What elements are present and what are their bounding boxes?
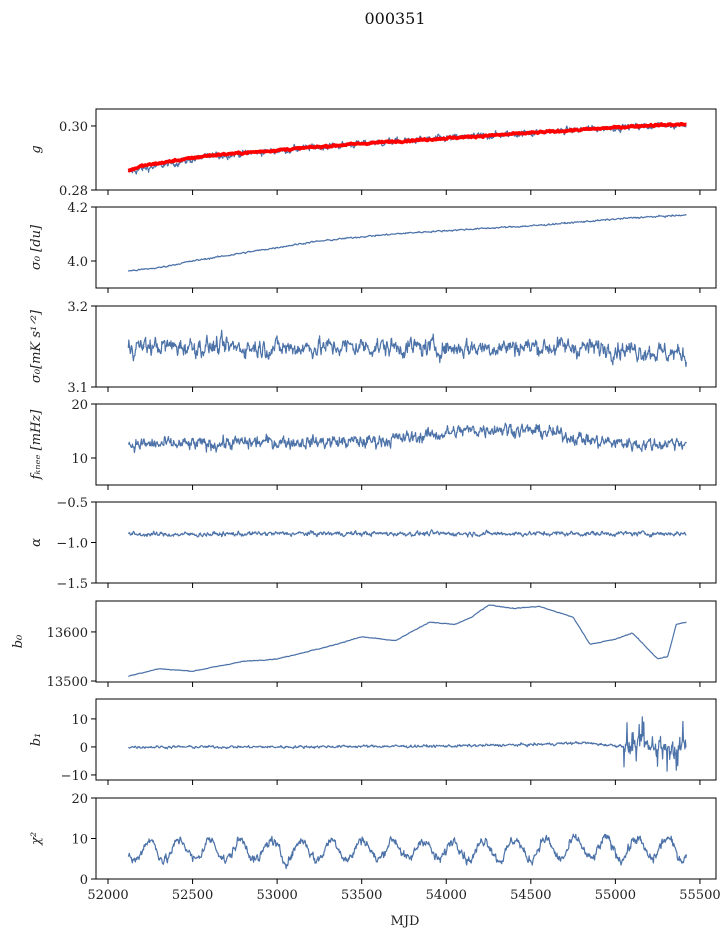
- y-tick-label: 20: [71, 792, 88, 807]
- panel-6: 13500 13600 b₀: [11, 600, 717, 690]
- y-axis-label: σ₀[mK s¹ᐟ²]: [29, 309, 44, 383]
- series-group: [127, 329, 687, 368]
- y-tick-label: 4.0: [67, 255, 88, 270]
- y-tick-label: 3.1: [67, 381, 88, 396]
- series-group: [127, 833, 687, 870]
- x-tick-label: 54000: [426, 888, 467, 903]
- series-group: [127, 121, 688, 175]
- y-tick-label: 10: [71, 713, 88, 728]
- data-line: [127, 422, 687, 454]
- data-line: [127, 121, 687, 175]
- x-tick-label: 52500: [172, 888, 213, 903]
- chart-title: 000351: [364, 9, 425, 28]
- y-tick-label: 10: [71, 833, 88, 848]
- data-line: [128, 604, 687, 677]
- fit-line: [127, 121, 688, 173]
- y-tick-label: −1.5: [56, 577, 88, 592]
- y-tick-label: 0: [80, 741, 88, 756]
- y-axis-label: g: [29, 145, 44, 153]
- y-tick-label: 3.2: [67, 300, 88, 315]
- y-tick-label: −0.5: [56, 496, 88, 511]
- panel-4: 10 20 fₖₙₑₑ [mHz]: [29, 398, 717, 490]
- y-tick-label: 13500: [47, 675, 88, 690]
- axes-frame: [95, 501, 717, 584]
- y-tick-label: 10: [71, 452, 88, 467]
- y-tick-label: −1.0: [56, 537, 88, 552]
- y-axis-label: b₀: [11, 634, 26, 648]
- data-line: [128, 529, 687, 538]
- x-axis-label: MJD: [391, 914, 420, 929]
- y-tick-label: 13600: [47, 626, 88, 641]
- y-axis-label: α: [29, 538, 44, 547]
- y-tick-label: 4.2: [67, 201, 88, 216]
- series-group: [127, 422, 687, 454]
- y-axis-label: σ₀ [du]: [29, 224, 44, 270]
- series-group: [128, 716, 687, 772]
- panel-5: −1.5 −1.0 −0.5 α: [29, 496, 717, 592]
- panel-3: 3.1 3.2 σ₀[mK s¹ᐟ²]: [29, 300, 717, 396]
- panel-1: 0.28 0.30 g: [29, 108, 717, 199]
- y-tick-label: 0.28: [59, 184, 88, 199]
- y-axis-label: χ²: [29, 832, 44, 846]
- x-tick-label: 54500: [510, 888, 551, 903]
- series-group: [127, 214, 687, 272]
- y-tick-label: −10: [61, 769, 88, 784]
- y-tick-label: 0: [80, 873, 88, 888]
- axes-frame: [95, 600, 717, 683]
- x-tick-label: 53500: [341, 888, 382, 903]
- series-group: [128, 529, 687, 538]
- x-tick-label: 53000: [256, 888, 297, 903]
- panel-7: −10 0 10 b₁: [29, 698, 717, 785]
- series-group: [128, 604, 687, 677]
- axes-frame: [95, 305, 717, 388]
- x-tick-label: 55500: [679, 888, 720, 903]
- axes-frame: [95, 108, 717, 191]
- data-line: [127, 214, 687, 272]
- axes-frame: [95, 797, 717, 880]
- y-tick-label: 0.30: [59, 120, 88, 135]
- y-axis-label: b₁: [29, 733, 44, 747]
- axes-frame: [95, 206, 717, 289]
- panel-8: 0 10 20 52000 52500 53000 53500 54000 54500 55000…: [29, 792, 721, 903]
- axes-frame: [95, 403, 717, 486]
- panel-2: 4.0 4.2 σ₀ [du]: [29, 201, 717, 293]
- y-tick-label: 20: [71, 398, 88, 413]
- x-tick-label: 55000: [595, 888, 636, 903]
- x-tick-label: 52000: [87, 888, 128, 903]
- y-axis-label: fₖₙₑₑ [mHz]: [29, 409, 44, 481]
- axes-frame: [95, 698, 717, 781]
- data-line: [128, 716, 687, 772]
- data-line: [127, 833, 687, 870]
- data-line: [127, 329, 687, 368]
